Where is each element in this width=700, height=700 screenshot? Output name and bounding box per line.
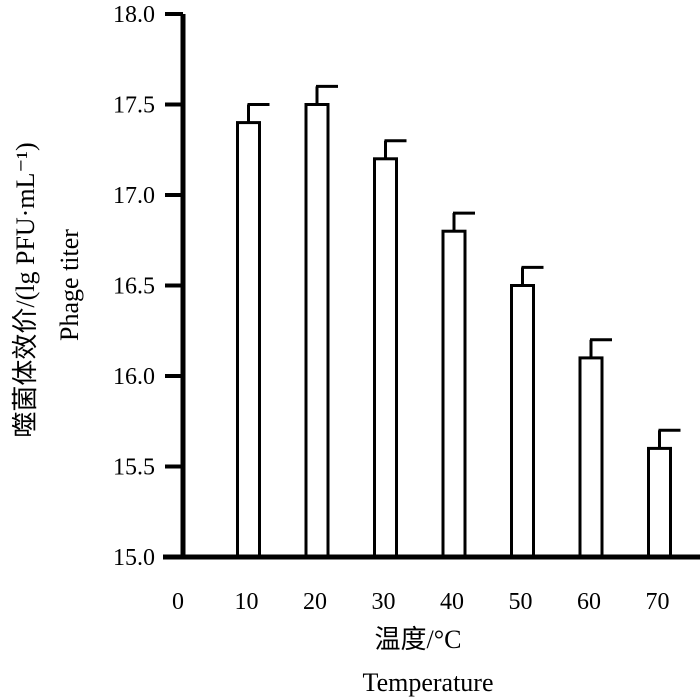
- x-tick-label: 10: [235, 589, 259, 615]
- y-axis-title-en: Phage titer: [55, 229, 84, 341]
- y-tick-label: 15.5: [113, 455, 155, 481]
- y-tick-label: 18.0: [113, 2, 155, 28]
- x-tick-label: 30: [372, 589, 396, 615]
- x-tick-labels: 0 10 20 30 40 50 60 70: [172, 589, 670, 615]
- bars: [236, 103, 672, 559]
- bar: [236, 121, 261, 559]
- x-tick-label: 70: [646, 589, 670, 615]
- bar: [441, 229, 467, 559]
- bar: [647, 446, 672, 559]
- bar: [510, 284, 535, 559]
- axis-ticks: [165, 12, 183, 559]
- x-tick-label: 50: [509, 589, 533, 615]
- bar: [578, 356, 604, 559]
- x-tick-label: 40: [440, 589, 464, 615]
- x-axis-title: 温度/°C: [375, 625, 462, 654]
- y-tick-label: 16.5: [113, 274, 155, 300]
- y-tick-label: 16.0: [113, 364, 155, 390]
- y-tick-labels: 15.0 15.5 16.0 16.5 17.0 17.5 18.0: [113, 2, 155, 571]
- y-tick-label: 17.5: [113, 93, 155, 119]
- bar: [304, 103, 330, 559]
- x-axis-title-en: Temperature: [363, 668, 494, 697]
- y-tick-label: 15.0: [113, 545, 155, 571]
- y-axis-title: 噬菌体效价/(lg PFU·mL⁻¹): [11, 142, 40, 437]
- x-tick-label: 60: [577, 589, 601, 615]
- bar: [373, 157, 398, 559]
- x-tick-label: 0: [172, 589, 184, 615]
- error-bars: [247, 84, 681, 449]
- x-tick-label: 20: [303, 589, 327, 615]
- y-tick-label: 17.0: [113, 183, 155, 209]
